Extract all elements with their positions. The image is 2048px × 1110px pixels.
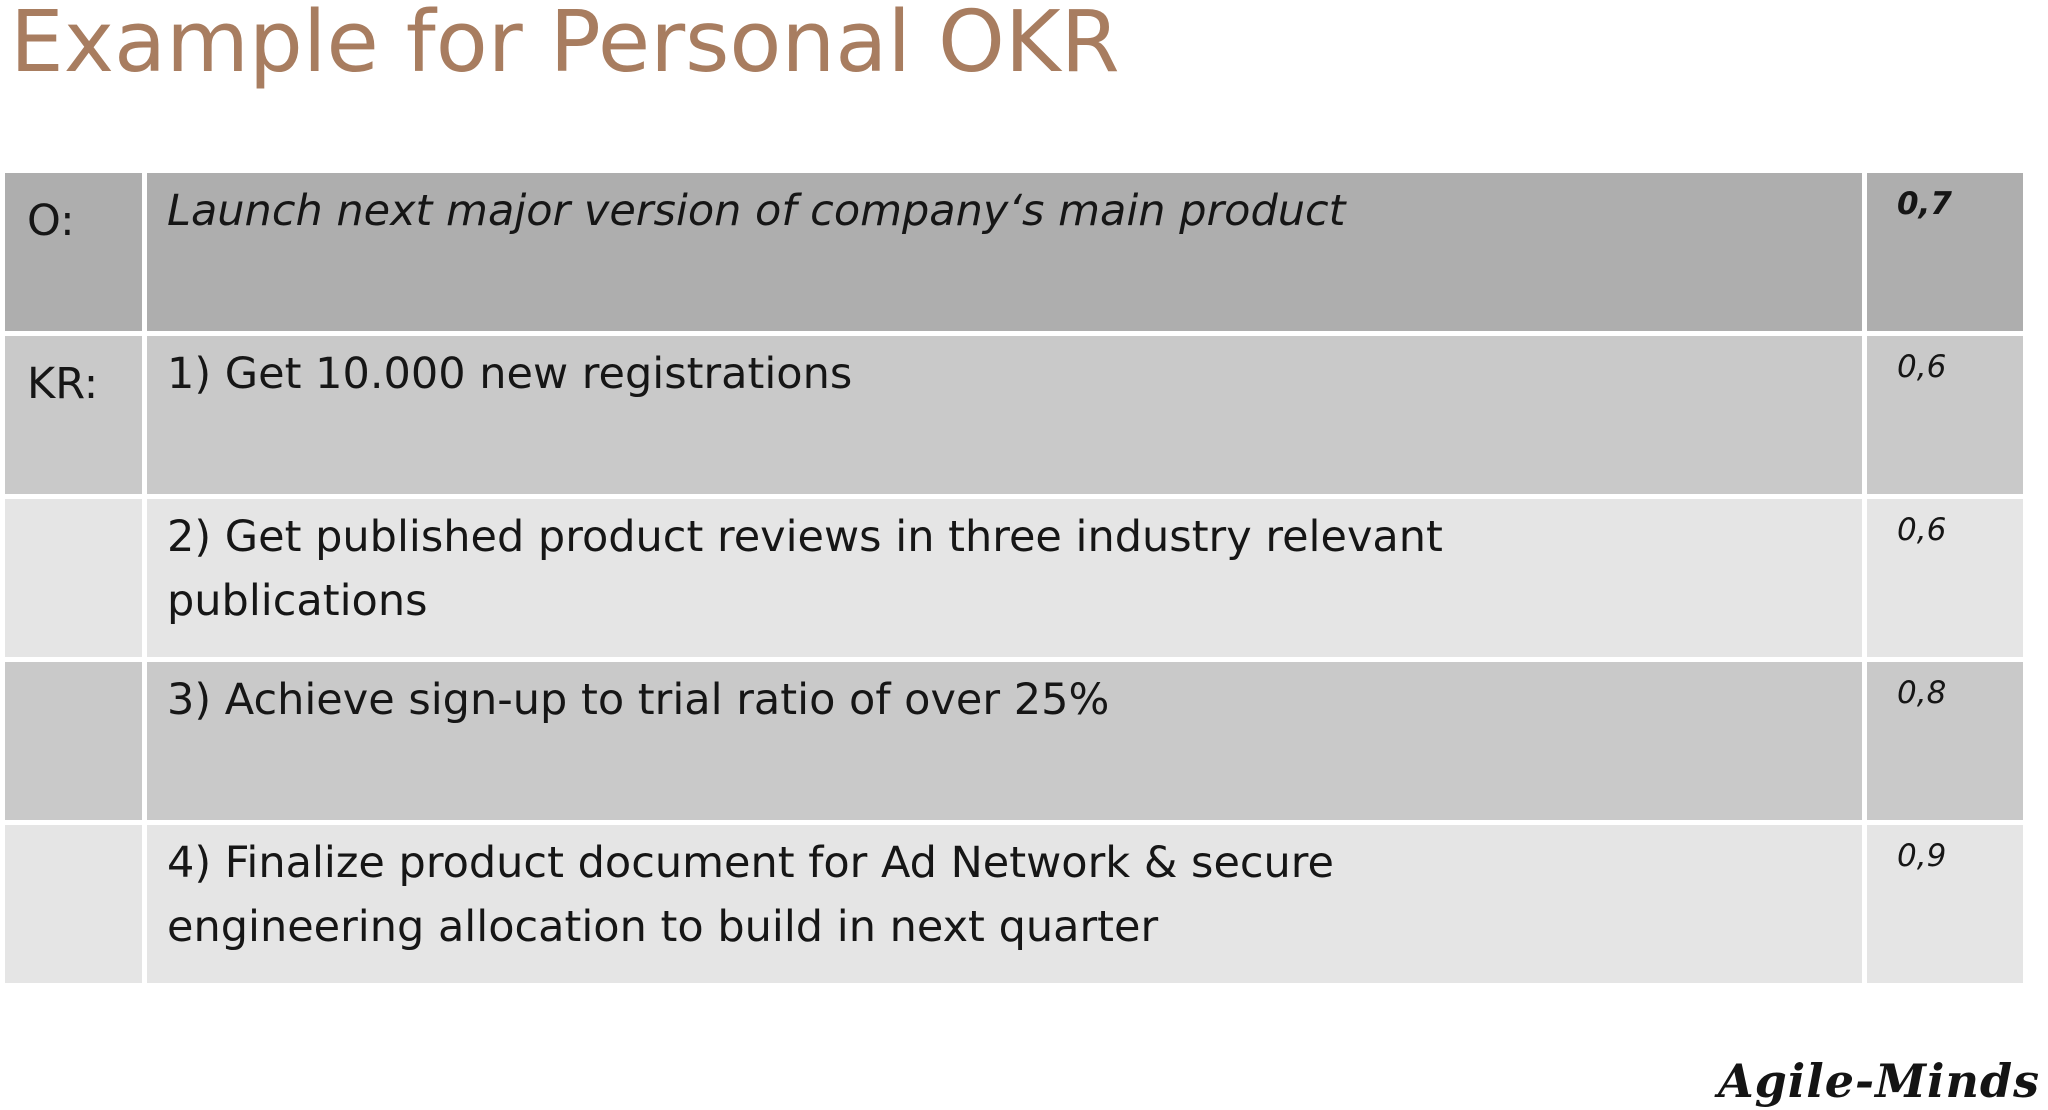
kr2-label-cell — [5, 499, 142, 657]
okr-table: O: Launch next major version of company‘… — [5, 173, 2023, 983]
objective-row-label: O: — [5, 173, 142, 331]
kr2-text: 2) Get published product reviews in thre… — [147, 499, 1862, 657]
kr4-text: 4) Finalize product document for Ad Netw… — [147, 825, 1862, 983]
kr3-score: 0,8 — [1867, 662, 2023, 820]
kr2-score: 0,6 — [1867, 499, 2023, 657]
kr1-score: 0,6 — [1867, 336, 2023, 494]
objective-score: 0,7 — [1867, 173, 2023, 331]
objective-text: Launch next major version of company‘s m… — [147, 173, 1862, 331]
kr1-text: 1) Get 10.000 new registrations — [147, 336, 1862, 494]
kr4-score: 0,9 — [1867, 825, 2023, 983]
kr3-text: 3) Achieve sign-up to trial ratio of ove… — [147, 662, 1862, 820]
kr4-label-cell — [5, 825, 142, 983]
kr-row-label: KR: — [5, 336, 142, 494]
brand-logo: Agile-Minds — [1717, 1054, 2040, 1108]
kr3-label-cell — [5, 662, 142, 820]
slide-title: Example for Personal OKR — [10, 0, 1120, 92]
